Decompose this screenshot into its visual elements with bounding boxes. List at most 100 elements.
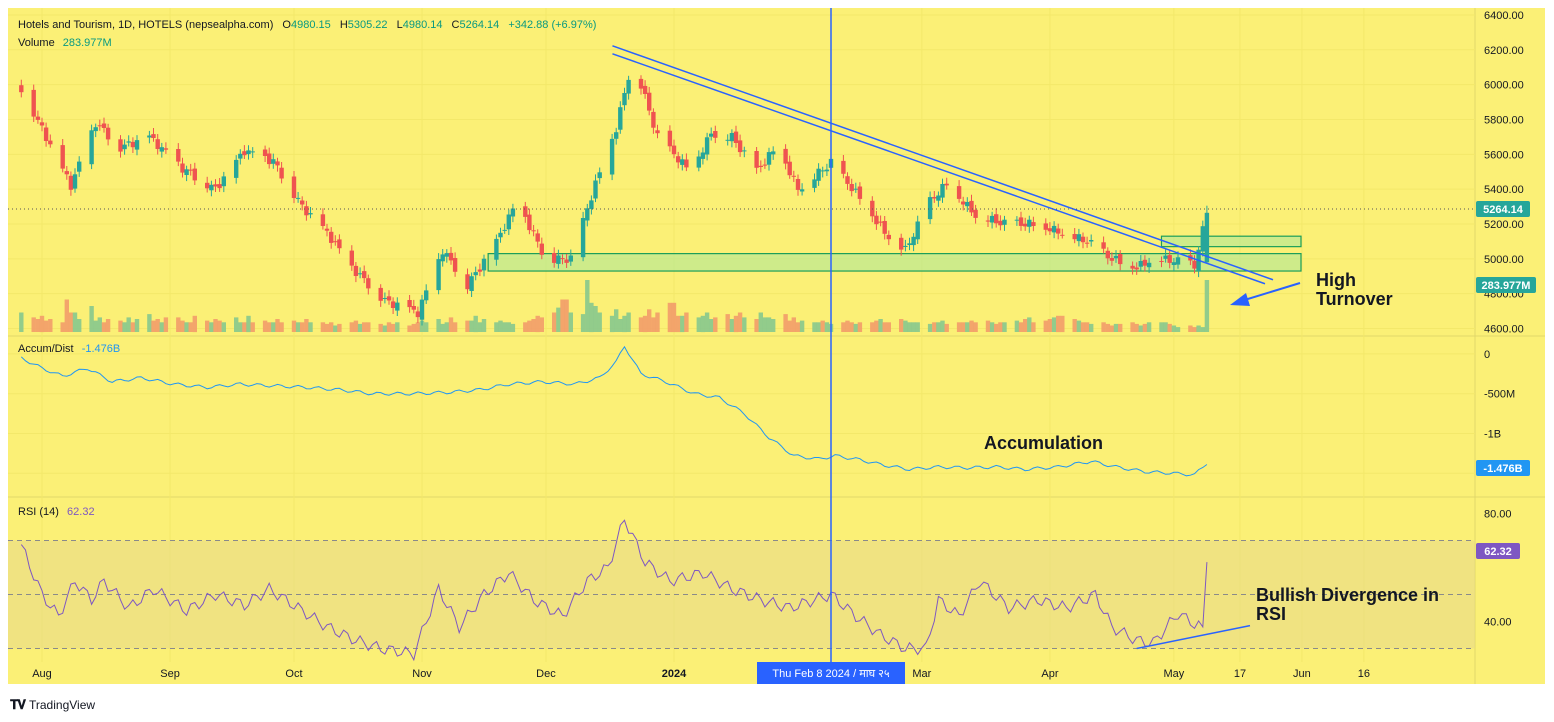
volume-bar [700, 315, 706, 333]
candle-body [820, 170, 825, 172]
price-tag-box [1476, 201, 1530, 217]
candle-body [1031, 222, 1036, 226]
volume-bar [77, 319, 82, 332]
candle-body [238, 153, 243, 159]
candle-body [622, 93, 627, 106]
volume-bar [333, 325, 338, 332]
candle-body [97, 125, 102, 127]
volume-bar [771, 319, 776, 332]
candle-body [647, 92, 652, 111]
volume-bar [481, 319, 487, 332]
candle-body [300, 200, 305, 205]
candle-body [956, 186, 962, 199]
candle-body [713, 131, 718, 138]
volume-legend-value: 283.977M [63, 37, 112, 49]
candle-body [362, 271, 367, 279]
volume-bar [754, 319, 759, 332]
volume-bar [985, 320, 991, 332]
candle-body [424, 290, 429, 301]
candle-body [899, 237, 904, 250]
volume-bar [585, 280, 590, 332]
candle-body [176, 149, 181, 162]
candle-body [279, 167, 284, 179]
candle-body [1109, 258, 1115, 261]
candle-body [390, 301, 396, 308]
candle-body [568, 255, 573, 262]
candle-body [1175, 257, 1181, 265]
tradingview-logo[interactable]: 𝐓𝐕 TradingView [10, 697, 95, 713]
candle-body [1200, 226, 1205, 252]
time-tick-9: 17 [1234, 668, 1246, 680]
volume-bar [337, 323, 342, 332]
volume-bar [940, 320, 945, 332]
volume-bar [465, 320, 470, 332]
price-axis: 6400.00 6200.00 6000.00 5800.00 5600.00 5400.… [1484, 10, 1524, 629]
rsi-legend-value: 62.32 [67, 506, 95, 518]
price-tick-6: 5200.00 [1484, 219, 1524, 231]
volume-bar [444, 322, 449, 332]
volume-bar [440, 323, 445, 332]
volume-bar [1014, 320, 1020, 332]
volume-bar [188, 322, 193, 332]
volume-bar [390, 323, 396, 332]
candle-body [758, 165, 763, 167]
candle-body [357, 273, 363, 275]
price-tick-9: 4600.00 [1484, 324, 1524, 336]
candle-body [324, 228, 330, 231]
price-tick-4: 5600.00 [1484, 149, 1524, 161]
volume-bar [812, 322, 817, 332]
volume-bar [1056, 315, 1061, 333]
volume-tag-text: 283.977M [1482, 280, 1531, 292]
volume-bar [72, 312, 78, 332]
volume-bar [618, 319, 623, 332]
candle-body [262, 149, 268, 156]
candle-body [304, 206, 309, 216]
volume-bar [122, 322, 127, 332]
volume-bar [936, 322, 941, 332]
candle-body [1192, 260, 1197, 269]
volume-bar [787, 320, 792, 332]
candle-body [564, 259, 569, 263]
candle-body [626, 79, 631, 94]
candle-body [733, 131, 739, 143]
rsi-divergence-line [1136, 624, 1251, 650]
candle-body [180, 163, 185, 173]
volume-bar [221, 322, 226, 332]
candle-body [271, 159, 276, 164]
candle-body [771, 151, 776, 155]
candle-body [147, 135, 152, 138]
volume-bar [242, 322, 247, 332]
volume-bar [126, 317, 131, 332]
candle-body [704, 137, 710, 155]
volume-bar [1188, 325, 1193, 332]
volume-bar [349, 322, 354, 332]
volume-bar [176, 317, 181, 332]
volume-bar [64, 299, 69, 332]
candle-body [651, 111, 656, 128]
volume-bar [246, 315, 251, 333]
svg-text:Accum/Dist -1.476B: Accum/Dist -1.476B [18, 343, 120, 355]
volume-bar [795, 322, 801, 332]
volume-bar [1175, 327, 1181, 332]
volume-bar [878, 319, 883, 332]
volume-bar [907, 322, 912, 332]
candle-body [440, 254, 445, 262]
volume-bar [43, 320, 49, 332]
volume-bar [539, 317, 544, 332]
candle-body [684, 159, 689, 168]
time-tick-1: Sep [160, 668, 180, 680]
candle-body [1056, 228, 1061, 234]
candle-body [725, 139, 730, 141]
volume-bar [965, 322, 970, 332]
candle-body [1204, 212, 1210, 263]
candle-body [729, 133, 735, 142]
volume-bar [737, 312, 743, 332]
candle-body [291, 176, 297, 198]
candle-body [184, 169, 189, 175]
candle-body [853, 188, 858, 190]
candle-body [188, 169, 193, 171]
volume-bar [19, 312, 24, 332]
candle-body [737, 140, 743, 153]
volume-bar [820, 320, 825, 332]
volume-bar [527, 320, 532, 332]
